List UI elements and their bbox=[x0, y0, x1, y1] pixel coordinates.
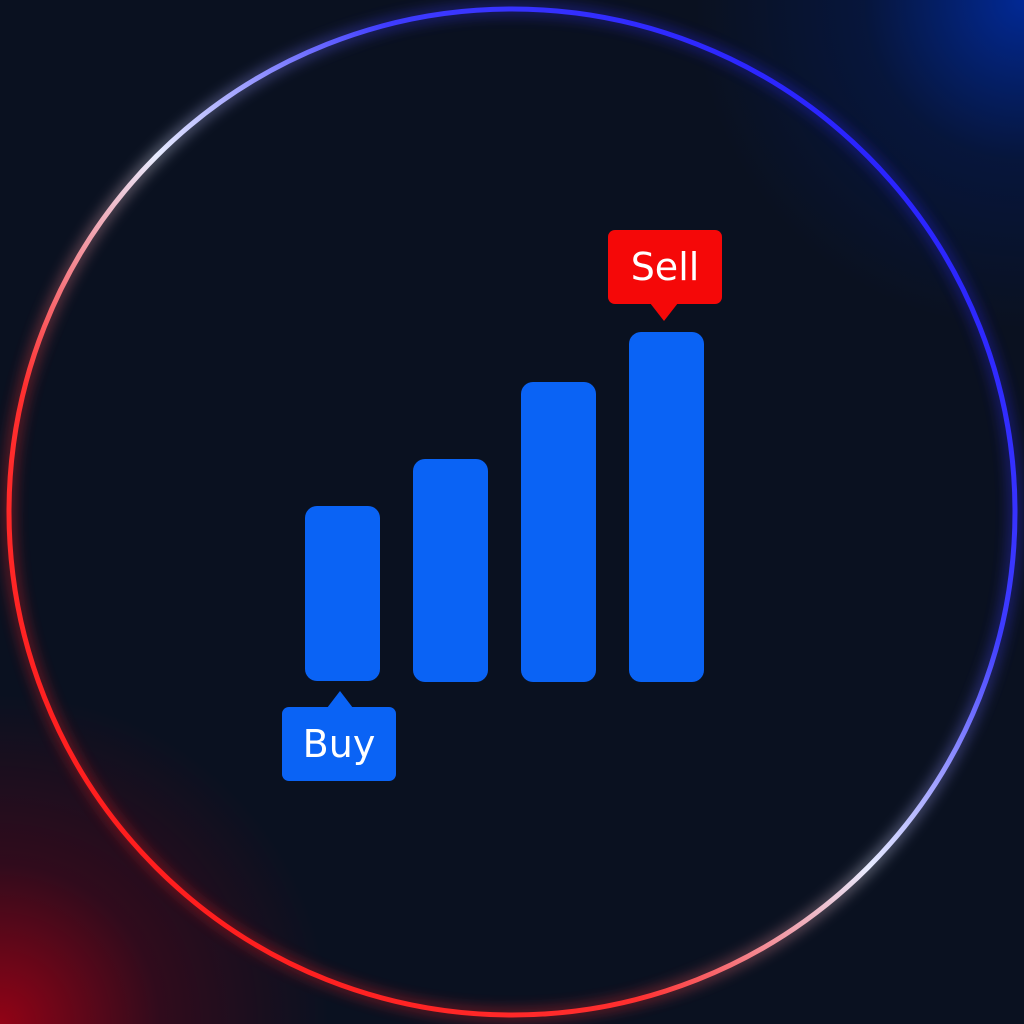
bar-3 bbox=[521, 382, 596, 682]
sell-badge: Sell bbox=[608, 230, 722, 321]
bar-2 bbox=[413, 459, 488, 682]
buy-badge: Buy bbox=[282, 691, 396, 781]
ring-stroke bbox=[6, 6, 1018, 1018]
sell-badge-label: Sell bbox=[630, 245, 700, 289]
ring-glow bbox=[4, 4, 1020, 1020]
bar-1 bbox=[305, 506, 380, 681]
bar-4 bbox=[629, 332, 704, 682]
buy-badge-label: Buy bbox=[302, 722, 376, 766]
